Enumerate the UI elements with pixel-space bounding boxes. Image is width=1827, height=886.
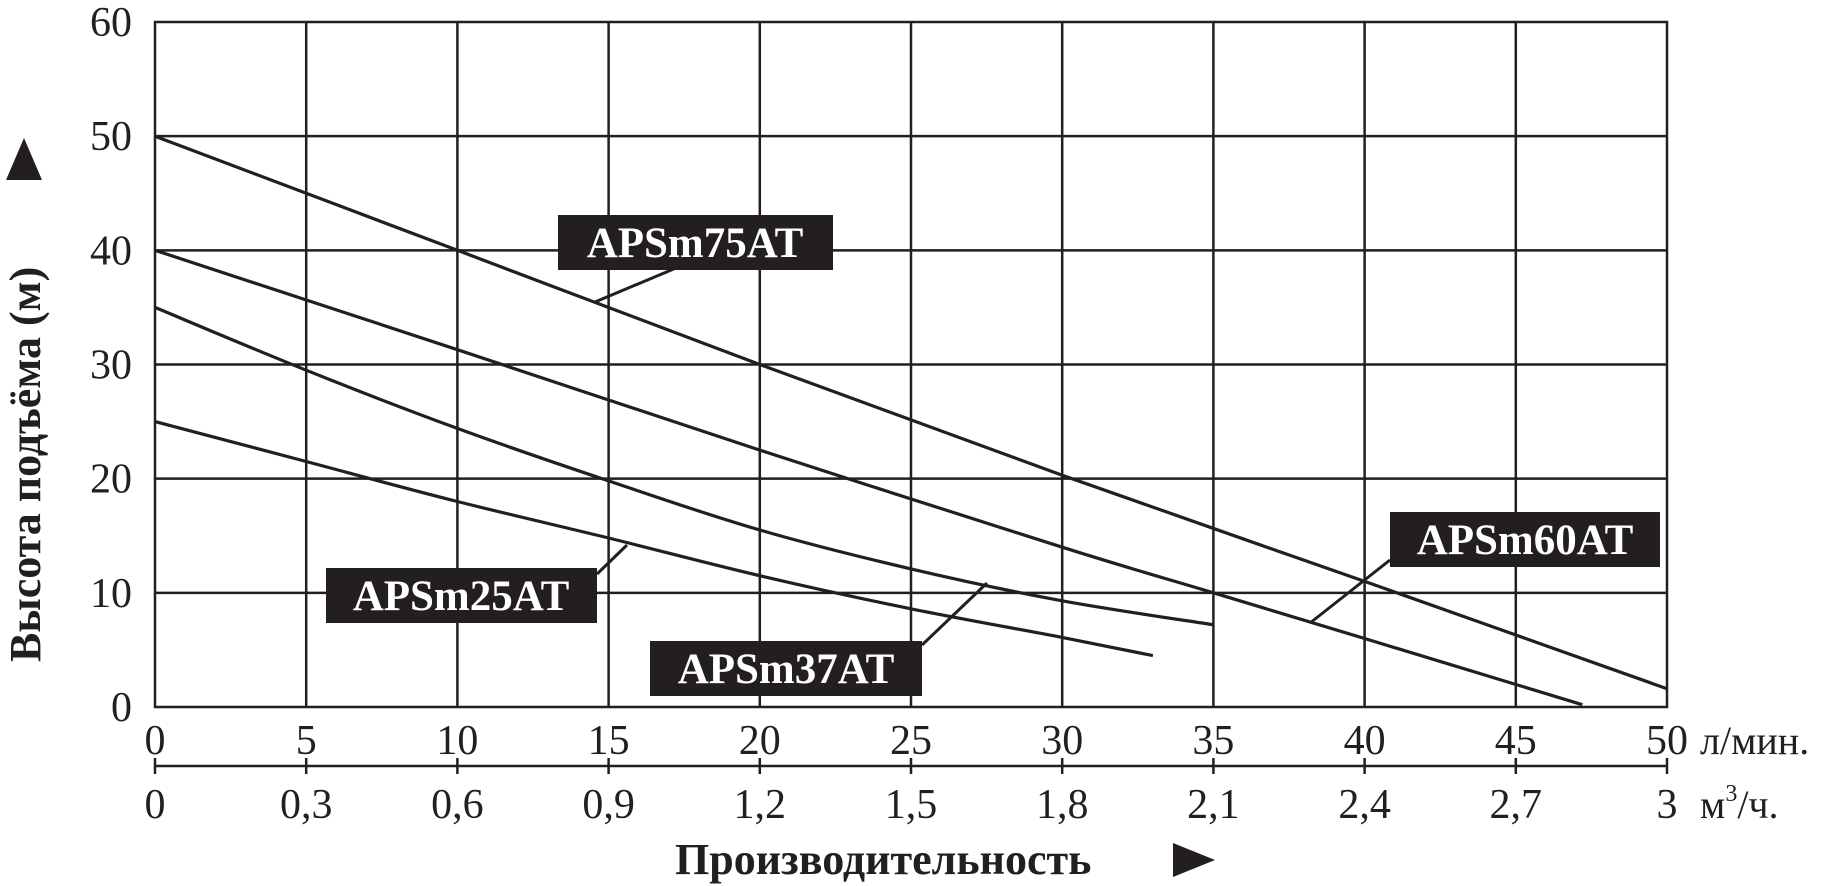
x-axis-title: Производительность <box>675 835 1091 884</box>
series-label-apsm25at: APSm25AT <box>326 543 629 623</box>
x-secondary-tick-label: 0,9 <box>582 782 635 828</box>
x-tick-label: 0 <box>145 718 166 764</box>
label-box-apsm60at <box>1390 512 1660 567</box>
series-line-apsm37at <box>154 305 1214 627</box>
x-tick-label: 45 <box>1495 718 1537 764</box>
y-axis-arrow-icon <box>6 138 42 180</box>
series-line-apsm60at <box>154 248 1583 707</box>
y-axis-title: Высота подъёма (м) <box>1 267 50 662</box>
label-text-apsm60at: APSm60AT <box>1417 517 1634 564</box>
x-secondary-tick-label: 2,1 <box>1187 782 1240 828</box>
x-tick-label: 40 <box>1344 718 1386 764</box>
x-secondary-axis-unit: м3/ч. <box>1700 781 1779 827</box>
x-secondary-tick-label: 0,3 <box>280 782 333 828</box>
x-tick-label: 50 <box>1646 718 1688 764</box>
label-leader-apsm37at <box>920 581 989 647</box>
x-tick-label: 30 <box>1041 718 1083 764</box>
series-line-apsm75at <box>154 134 1668 691</box>
y-tick-label: 50 <box>90 114 132 160</box>
x-tick-label: 20 <box>739 718 781 764</box>
x-axis-arrow-icon <box>1173 843 1215 877</box>
x-secondary-tick-label: 2,4 <box>1338 782 1391 828</box>
label-text-apsm37at: APSm37AT <box>678 646 895 693</box>
label-text-apsm25at: APSm25AT <box>353 573 570 620</box>
y-tick-label: 40 <box>90 228 132 274</box>
y-axis-title-group: Высота подъёма (м) <box>1 138 50 662</box>
label-box-apsm37at <box>650 641 922 696</box>
x-tick-label: 5 <box>296 718 317 764</box>
x-secondary-tick-label: 0 <box>145 782 166 828</box>
plot-area <box>153 20 1669 709</box>
y-axis-ticks: 0 10 20 30 40 50 60 <box>90 0 132 731</box>
y-tick-label: 0 <box>111 685 132 731</box>
x-axis-ticks: 0 5 10 15 20 25 30 35 40 45 50 <box>145 718 1689 764</box>
x-axis-unit: л/мин. <box>1700 718 1809 763</box>
x-secondary-tick-label: 1,8 <box>1036 782 1089 828</box>
x-axis-title-group: Производительность <box>675 835 1215 884</box>
y-tick-label: 10 <box>90 571 132 617</box>
x-secondary-tick-label: 3 <box>1657 782 1678 828</box>
series-lines <box>154 134 1668 707</box>
y-tick-label: 20 <box>90 457 132 503</box>
label-box-apsm75at <box>558 215 833 270</box>
x-tick-label: 35 <box>1192 718 1234 764</box>
label-leader-apsm75at <box>594 266 677 304</box>
x-tick-label: 10 <box>436 718 478 764</box>
x-secondary-ticks: 0 0,3 0,6 0,9 1,2 1,5 1,8 2,1 2,4 2,7 3 <box>145 758 1678 828</box>
x-tick-label: 15 <box>588 718 630 764</box>
label-text-apsm75at: APSm75AT <box>587 220 804 267</box>
label-leader-apsm60at <box>1309 558 1391 625</box>
series-line-apsm25at <box>154 420 1154 658</box>
y-tick-label: 60 <box>90 0 132 46</box>
x-secondary-tick-label: 0,6 <box>431 782 484 828</box>
gridlines <box>155 22 1667 707</box>
x-tick-label: 25 <box>890 718 932 764</box>
x-secondary-axis: 0 0,3 0,6 0,9 1,2 1,5 1,8 2,1 2,4 2,7 3 <box>145 758 1678 828</box>
x-secondary-unit-tail: /ч. <box>1737 782 1778 827</box>
x-secondary-tick-label: 1,2 <box>734 782 787 828</box>
series-label-apsm37at: APSm37AT <box>650 581 989 696</box>
x-secondary-tick-label: 2,7 <box>1490 782 1543 828</box>
x-secondary-tick-label: 1,5 <box>885 782 938 828</box>
label-box-apsm25at <box>326 568 597 623</box>
x-secondary-unit-sup: 3 <box>1725 781 1737 807</box>
series-label-apsm60at: APSm60AT <box>1309 512 1660 625</box>
label-leader-apsm25at <box>595 543 629 576</box>
x-secondary-unit-main: м <box>1700 782 1725 827</box>
y-tick-label: 30 <box>90 343 132 389</box>
series-label-apsm75at: APSm75AT <box>558 215 833 304</box>
